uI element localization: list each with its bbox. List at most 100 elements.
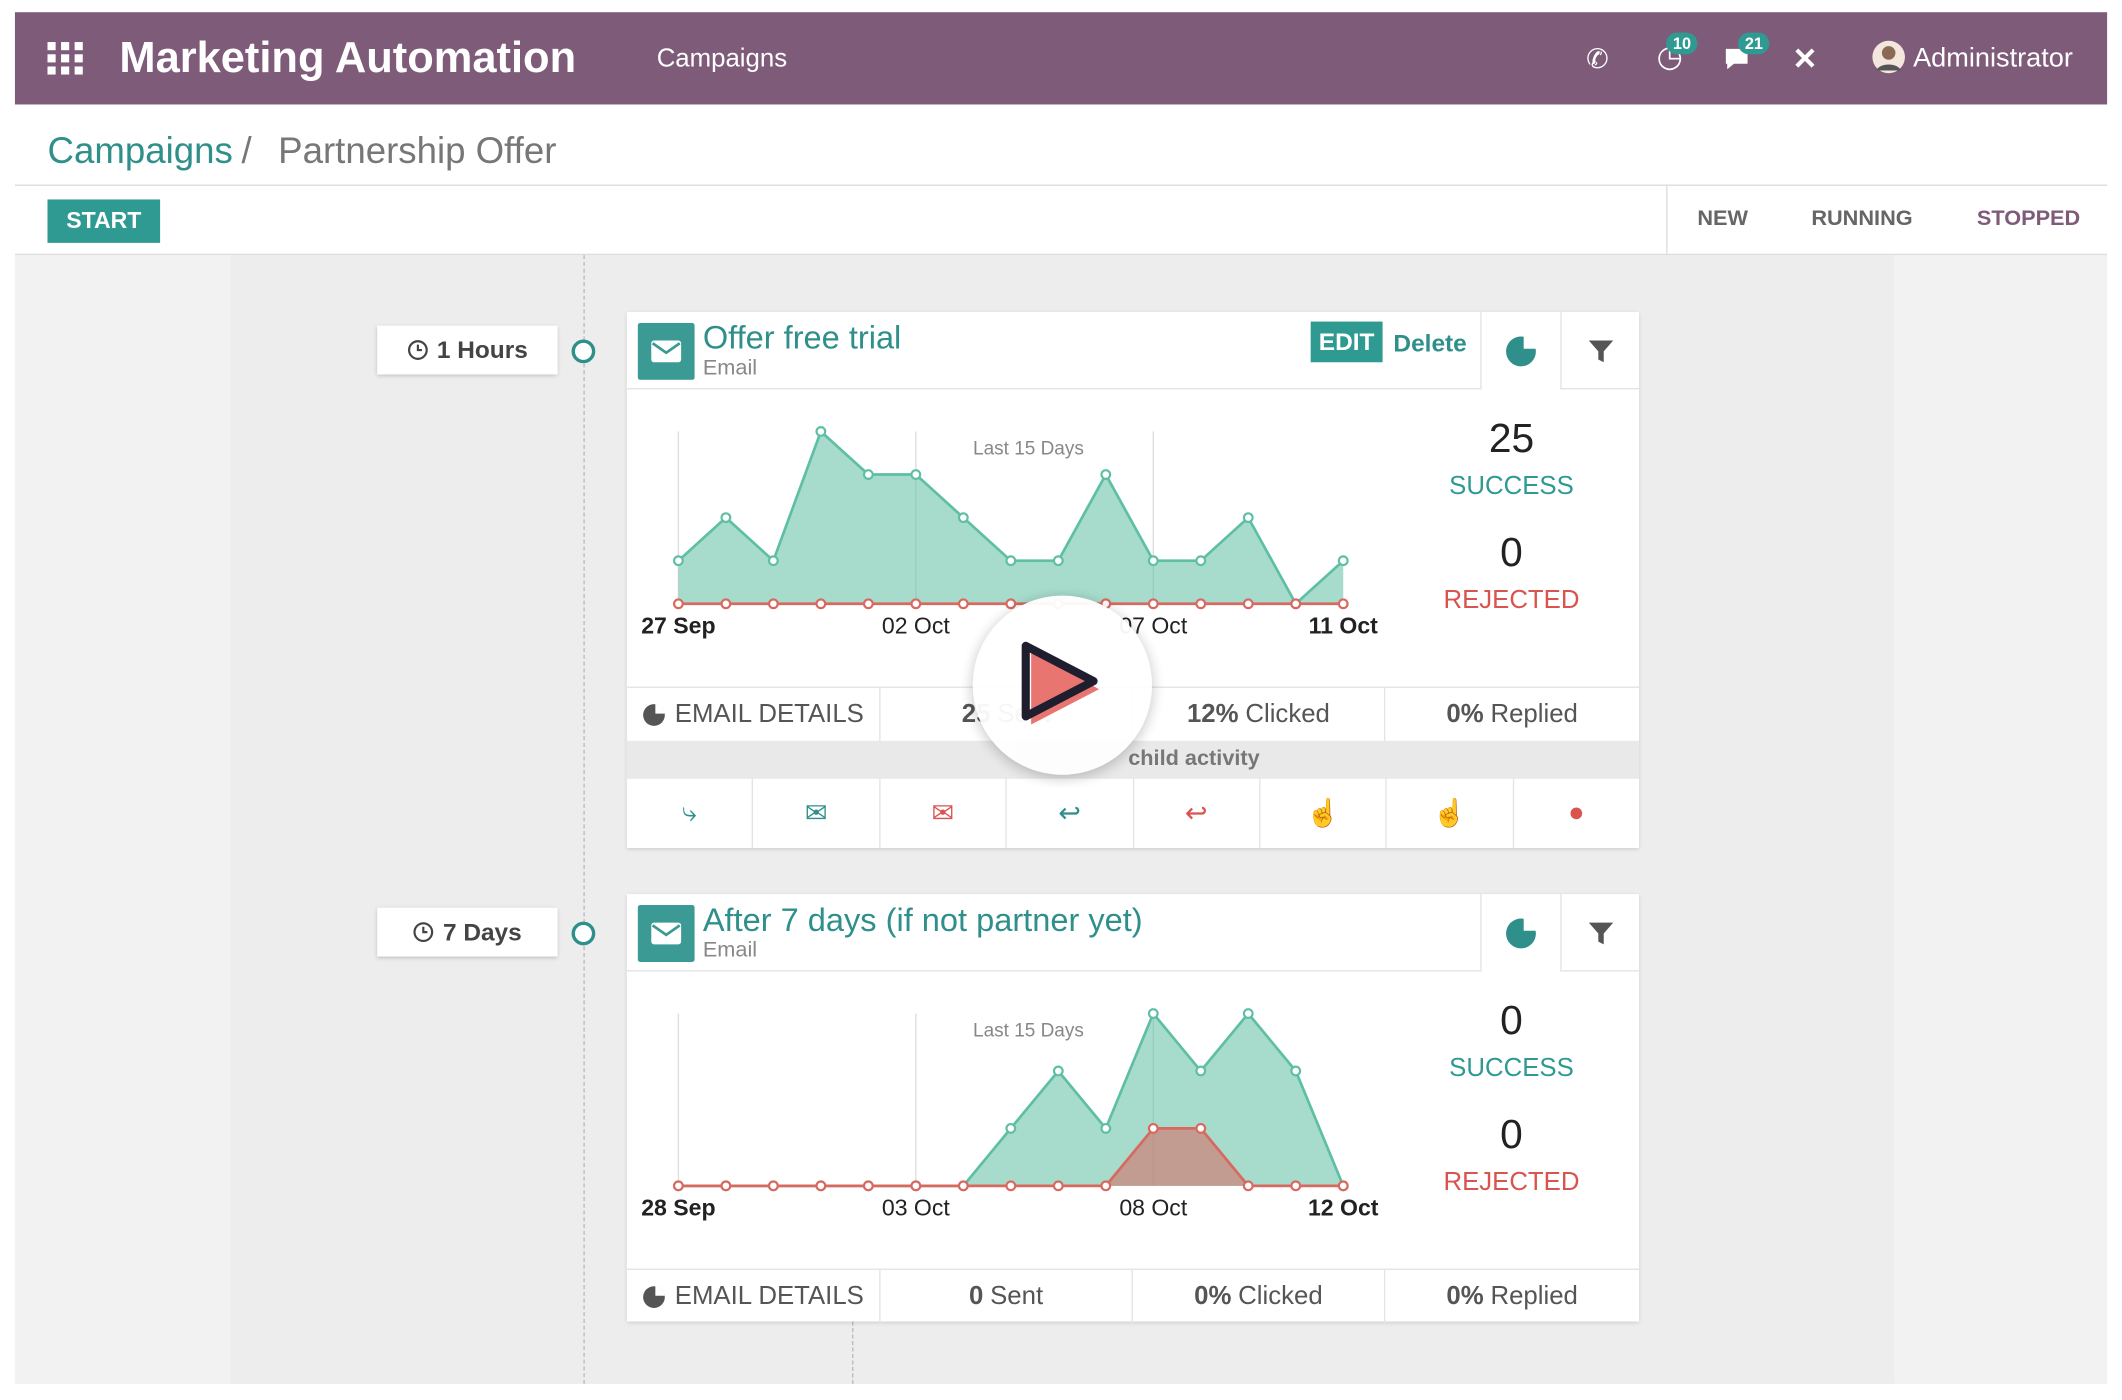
point: [1052, 1180, 1064, 1192]
point: [957, 598, 969, 610]
details-stat[interactable]: 12% Clicked: [1131, 687, 1384, 743]
point: [767, 555, 779, 567]
apps-icon[interactable]: [47, 42, 85, 75]
trigger-button[interactable]: ↩: [1005, 778, 1133, 848]
point: [1195, 1065, 1207, 1077]
clock-face: [407, 340, 428, 360]
stat-name: Clicked: [1245, 700, 1330, 729]
stat-label: REJECTED: [1443, 1168, 1579, 1196]
start-button[interactable]: START: [47, 199, 161, 243]
stat-value: 0: [1500, 997, 1523, 1043]
activity-card: Offer free trial Email EDIT Delete 27 Sep 02 …: [626, 312, 1640, 849]
details-label: EMAIL DETAILS: [674, 1282, 864, 1311]
menu-item[interactable]: Campaigns: [656, 44, 788, 74]
status-step[interactable]: STOPPED: [1976, 207, 2081, 231]
child-activity-bar[interactable]: child activity: [626, 740, 1640, 779]
point: [815, 426, 827, 437]
details-stat[interactable]: 0% Clicked: [1131, 1269, 1384, 1325]
email-icon: [637, 322, 695, 380]
trigger-delay: 7 Days: [377, 907, 558, 957]
timeline-node: [571, 339, 596, 364]
chat-icon[interactable]: [1722, 45, 1757, 75]
clock-icon: [414, 922, 434, 943]
pie-slice: [655, 704, 666, 714]
badge: 21: [1738, 32, 1770, 55]
stats-tab[interactable]: [1482, 312, 1561, 389]
x-tick-label: 12 Oct: [1308, 1195, 1379, 1221]
point: [862, 1180, 874, 1192]
details-stat[interactable]: 0% Replied: [1383, 687, 1639, 743]
trigger-button[interactable]: ✉: [752, 778, 879, 848]
clock-hands: [422, 926, 429, 934]
status-step[interactable]: NEW: [1697, 207, 1749, 231]
point: [1337, 598, 1349, 610]
app-name[interactable]: Marketing Automation: [119, 32, 577, 82]
point: [862, 469, 874, 480]
delete-button[interactable]: Delete: [1393, 329, 1467, 357]
pie-slice: [655, 1286, 666, 1296]
point: [1100, 1122, 1112, 1134]
trigger-label: 7 Days: [442, 917, 522, 946]
stat-name: Clicked: [1238, 1282, 1323, 1311]
point: [1290, 598, 1302, 610]
play-overlay[interactable]: [961, 583, 1165, 787]
point: [767, 598, 779, 610]
pie-slice: [1523, 915, 1539, 931]
point: [1242, 512, 1254, 524]
point: [1195, 598, 1207, 610]
envelope-flap: [651, 924, 681, 937]
point: [1290, 1065, 1302, 1077]
avatar[interactable]: [1871, 39, 1906, 74]
trigger-button[interactable]: ✉: [878, 778, 1006, 848]
details-tab[interactable]: EMAIL DETAILS: [627, 1270, 879, 1324]
point: [862, 598, 874, 610]
trigger-label: 1 Hours: [436, 335, 528, 363]
point: [1337, 1180, 1349, 1192]
user-name[interactable]: Administrator: [1913, 43, 2073, 74]
point: [672, 598, 684, 610]
envelope-flap: [651, 342, 681, 355]
control-panel: START NEW RUNNING STOPPED: [14, 185, 2108, 256]
stats-tab[interactable]: [1482, 894, 1561, 971]
timeline: [583, 255, 585, 1384]
trigger-button[interactable]: ☝: [1258, 778, 1386, 848]
point: [1290, 1180, 1302, 1192]
breadcrumb-link[interactable]: Campaigns: [47, 130, 233, 171]
status-step[interactable]: RUNNING: [1811, 207, 1913, 231]
point: [1052, 1065, 1064, 1077]
x-tick-label: 27 Sep: [641, 613, 715, 639]
point: [1005, 598, 1017, 610]
timeline: [852, 1321, 854, 1384]
stat-number: 0%: [1446, 700, 1484, 729]
phone-icon[interactable]: ✆: [1586, 44, 1609, 75]
clock-face: [414, 922, 434, 943]
trigger-delay: 1 Hours: [377, 325, 558, 375]
details-stat[interactable]: 0% Replied: [1383, 1269, 1639, 1325]
breadcrumb: Campaigns / Partnership Offer: [14, 106, 2108, 186]
point: [815, 1180, 827, 1192]
point: [720, 512, 732, 524]
debug-icon[interactable]: ✕: [1792, 42, 1818, 76]
timeline-node: [571, 921, 596, 946]
filter-tab[interactable]: [1560, 312, 1640, 390]
chart: 28 Sep 03 Oct 08 Oct 12 Oct Last 15 Days 0 SUC…: [641, 997, 1579, 1221]
details-tab[interactable]: EMAIL DETAILS: [627, 688, 879, 742]
point: [1052, 555, 1064, 567]
clock-hands: [416, 344, 422, 352]
stat-label: SUCCESS: [1449, 1054, 1574, 1082]
activity-title[interactable]: Offer free trial: [702, 320, 902, 357]
trigger-button[interactable]: ⤷: [681, 797, 698, 828]
point: [1242, 1180, 1254, 1192]
trigger-button[interactable]: ↩: [1132, 778, 1259, 848]
filter-icon: [1588, 922, 1614, 945]
breadcrumb-separator: /: [241, 130, 252, 171]
edit-button[interactable]: EDIT: [1310, 321, 1383, 363]
x-tick-label: 28 Sep: [641, 1195, 715, 1221]
activity-title[interactable]: After 7 days (if not partner yet): [702, 902, 1143, 939]
details-stat[interactable]: 0 Sent: [879, 1269, 1131, 1325]
filter-tab[interactable]: [1560, 894, 1640, 972]
node-circle: [571, 339, 596, 364]
clock-icon: [407, 340, 428, 360]
trigger-button[interactable]: ☝: [1385, 778, 1513, 848]
trigger-button[interactable]: ●: [1512, 778, 1639, 848]
